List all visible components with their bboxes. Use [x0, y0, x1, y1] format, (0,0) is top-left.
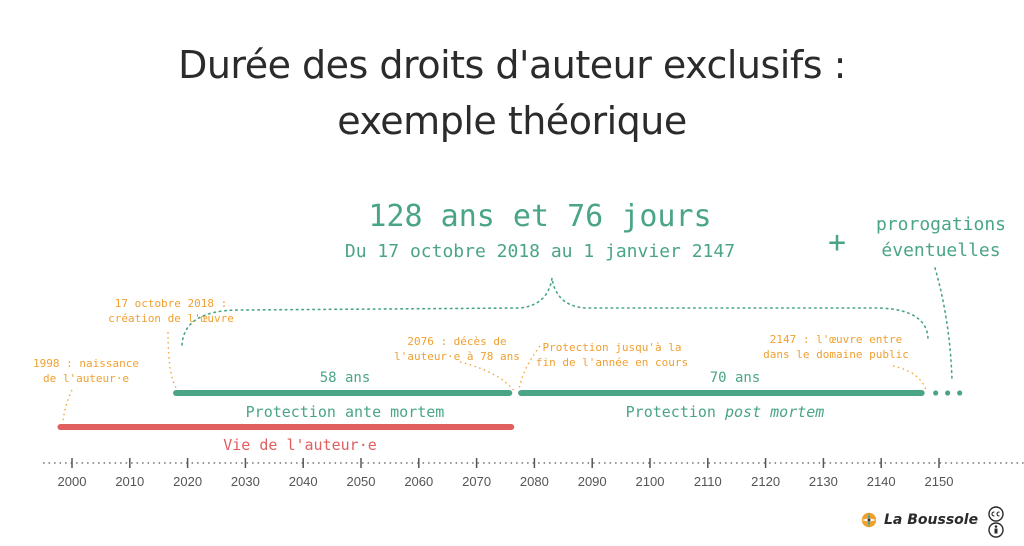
- timeline-bars: [57, 390, 963, 430]
- annotation-end-year-line-1: Protection jusqu'à la: [542, 341, 682, 354]
- annotation-public-domain-line-1: 2147 : l'œuvre entre: [769, 333, 903, 346]
- end-year-connector: [518, 345, 541, 391]
- birth-connector: [62, 389, 73, 423]
- tick-label: 2030: [230, 474, 260, 489]
- annotation-creation: 17 octobre 2018 : création de l'œuvre: [96, 296, 246, 326]
- brand-logo: La Boussole: [860, 509, 990, 533]
- annotation-birth-line-2: de l'auteur·e: [42, 372, 130, 385]
- tick-label: 2110: [693, 474, 722, 489]
- annotation-public-domain: 2147 : l'œuvre entre dans le domaine pub…: [756, 332, 916, 362]
- annotation-end-year: Protection jusqu'à la fin de l'année en …: [532, 340, 692, 370]
- extensions-line-2: éventuelles: [881, 240, 1001, 261]
- annotation-birth: 1998 : naissance de l'auteur·e: [26, 356, 146, 386]
- annotation-birth-line-1: 1998 : naissance: [33, 357, 139, 370]
- post-mortem-em: post mortem: [725, 403, 825, 421]
- tick-label: 2050: [346, 474, 376, 489]
- title-line-2: exemple théorique: [337, 99, 687, 143]
- title-line-1: Durée des droits d'auteur exclusifs :: [178, 43, 846, 87]
- annotation-public-domain-line-2: dans le domaine public: [763, 348, 909, 361]
- total-duration: 128 ans et 76 jours: [368, 199, 712, 234]
- axis-ticks: [71, 458, 940, 468]
- extensions-line-1: prorogations: [875, 214, 1007, 235]
- annotation-death: 2076 : décès de l'auteur·e à 78 ans: [392, 334, 522, 364]
- post-mortem-prefix: Protection: [625, 403, 725, 421]
- tick-label: 2070: [462, 474, 492, 489]
- tick-label: 2000: [57, 474, 87, 489]
- post-years-label: 70 ans: [709, 370, 761, 386]
- ante-years-label: 58 ans: [319, 370, 371, 386]
- tick-label: 2040: [288, 474, 318, 489]
- extensions-label: prorogations éventuelles: [866, 212, 1016, 264]
- annotation-creation-line-2: création de l'œuvre: [108, 312, 234, 325]
- plus-sign: +: [828, 225, 847, 260]
- post-mortem-label: Protection post mortem: [600, 403, 850, 421]
- tick-label: 2140: [866, 474, 896, 489]
- ante-mortem-label: Protection ante mortem: [245, 403, 445, 421]
- extensions-connector: [934, 267, 953, 381]
- life-label: Vie de l'auteur·e: [223, 436, 377, 454]
- annotation-death-line-2: l'auteur·e à 78 ans: [394, 350, 520, 363]
- tick-label: 2080: [519, 474, 549, 489]
- duration-brace: [181, 277, 929, 346]
- tick-label: 2150: [924, 474, 954, 489]
- tick-label: 2100: [635, 474, 665, 489]
- annotation-death-line-1: 2076 : décès de: [407, 335, 507, 348]
- tick-label: 2060: [404, 474, 434, 489]
- tick-label: 2010: [115, 474, 145, 489]
- date-range: Du 17 octobre 2018 au 1 janvier 2147: [344, 241, 736, 262]
- extension-dot: [933, 390, 939, 396]
- connectors: [62, 267, 953, 423]
- brand-name: La Boussole: [884, 512, 979, 528]
- tick-label: 2130: [808, 474, 838, 489]
- creation-connector: [167, 331, 179, 391]
- extension-dot: [957, 390, 963, 396]
- death-connector: [459, 361, 516, 393]
- tick-label: 2120: [751, 474, 781, 489]
- compass-icon: [861, 512, 877, 528]
- tick-label: 2020: [173, 474, 203, 489]
- annotation-end-year-line-2: fin de l'année en cours: [535, 356, 689, 369]
- tick-label: 2090: [577, 474, 607, 489]
- extension-dot: [945, 390, 951, 396]
- annotation-creation-line-1: 17 octobre 2018 :: [114, 297, 228, 310]
- creative-commons-icon: [988, 506, 1004, 538]
- public-domain-connector: [892, 365, 927, 391]
